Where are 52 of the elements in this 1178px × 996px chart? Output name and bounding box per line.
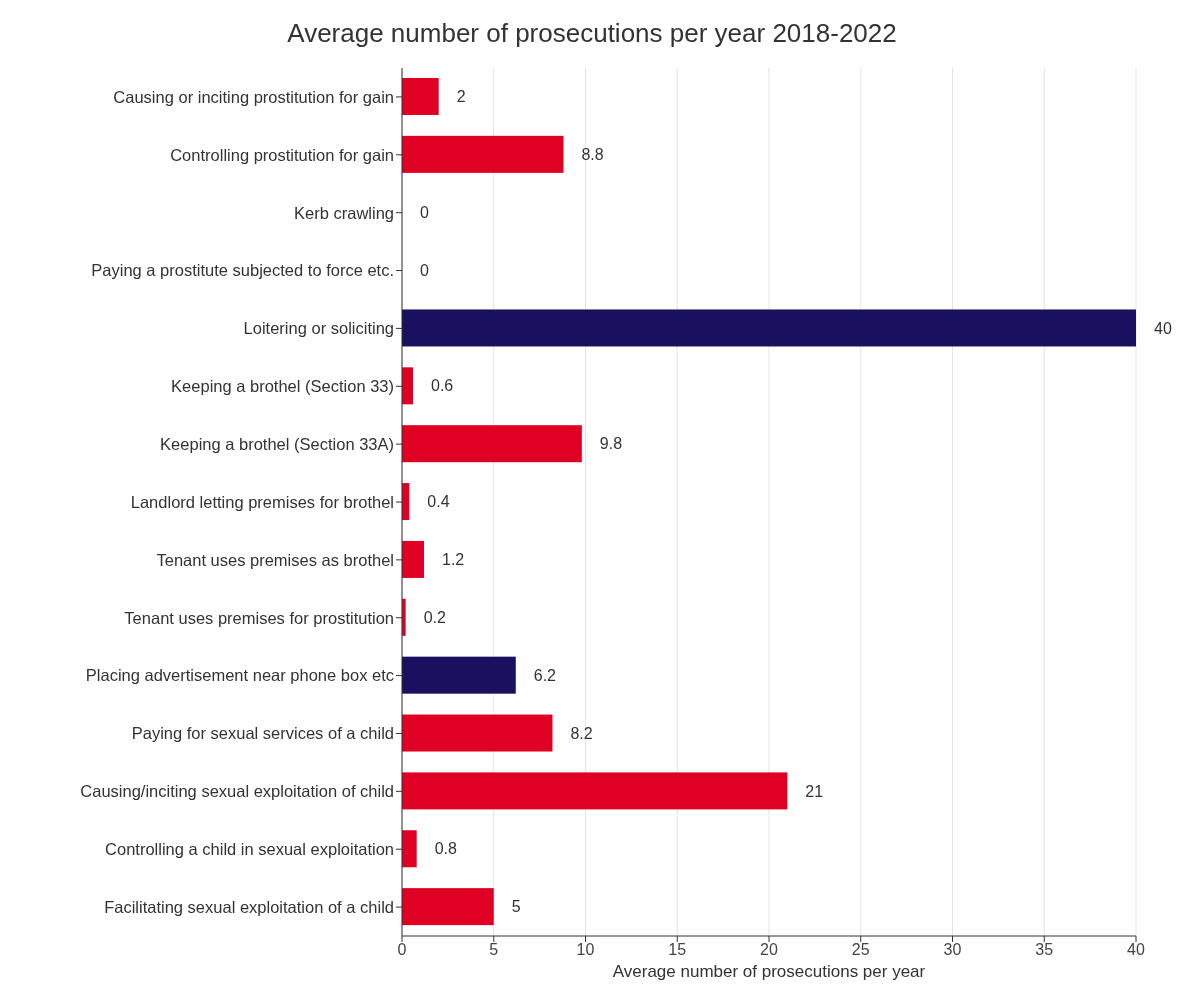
- y-tick-label: Paying a prostitute subjected to force etc.: [91, 261, 394, 280]
- y-tick-label: Causing or inciting prostitution for gain: [113, 87, 394, 106]
- data-label: 6.2: [533, 666, 557, 684]
- y-tick-label: Tenant uses premises as brothel: [156, 550, 394, 569]
- data-label: 8.8: [581, 145, 604, 163]
- x-tick-label: 10: [576, 941, 595, 959]
- data-label: 0: [420, 203, 429, 221]
- y-tick-label: Landlord letting premises for brothel: [130, 492, 394, 511]
- x-tick-label: 25: [851, 941, 870, 959]
- bar: [402, 540, 425, 578]
- y-tick-label: Loitering or soliciting: [243, 319, 394, 338]
- data-label: 21: [805, 782, 824, 800]
- y-tick-label: Tenant uses premises for prostitution: [124, 608, 394, 627]
- data-label: 9.8: [599, 435, 623, 453]
- data-label: 0.2: [423, 608, 447, 626]
- bar: [402, 888, 494, 926]
- chart-title: Average number of prosecutions per year 2018-2022: [286, 18, 898, 49]
- bar: [402, 830, 417, 868]
- y-tick-label: Controlling prostitution for gain: [170, 145, 394, 164]
- y-tick-label: Keeping a brothel (Section 33A): [160, 434, 394, 453]
- y-tick-label: Paying for sexual services of a child: [131, 724, 394, 743]
- x-tick-label: 20: [760, 941, 778, 959]
- bar: [402, 772, 788, 810]
- y-tick-label: Causing/inciting sexual exploitation of child: [80, 782, 394, 801]
- data-label: 5: [511, 898, 521, 916]
- data-label: 0.4: [427, 493, 450, 511]
- data-label: 1.2: [442, 551, 465, 569]
- data-label: 0: [420, 261, 429, 279]
- y-tick-label: Controlling a child in sexual exploitation: [105, 840, 394, 859]
- x-tick-label: 0: [397, 941, 407, 959]
- data-label: 40: [1154, 319, 1172, 337]
- x-tick-label: 5: [489, 941, 499, 959]
- data-label: 2: [456, 88, 466, 106]
- y-tick-label: Kerb crawling: [294, 203, 394, 222]
- y-tick-label: Keeping a brothel (Section 33): [171, 377, 394, 396]
- x-tick-label: 30: [943, 941, 962, 959]
- data-label: 0.6: [431, 377, 454, 395]
- bar: [402, 309, 1136, 347]
- y-tick-label: Placing advertisement near phone box etc: [85, 666, 394, 685]
- bar: [402, 425, 582, 463]
- bar: [402, 656, 516, 694]
- data-label: 0.8: [434, 840, 458, 858]
- x-tick-label: 35: [1035, 941, 1054, 959]
- x-tick-label: 40: [1127, 941, 1145, 959]
- bar: [402, 135, 564, 173]
- x-tick-label: 15: [668, 941, 687, 959]
- bar: [402, 367, 414, 405]
- bar: [402, 714, 553, 752]
- y-tick-label: Facilitating sexual exploitation of a child: [104, 897, 394, 916]
- bar: [402, 78, 439, 115]
- x-axis-title: Average number of prosecutions per year: [611, 962, 927, 982]
- data-label: 8.2: [570, 724, 593, 742]
